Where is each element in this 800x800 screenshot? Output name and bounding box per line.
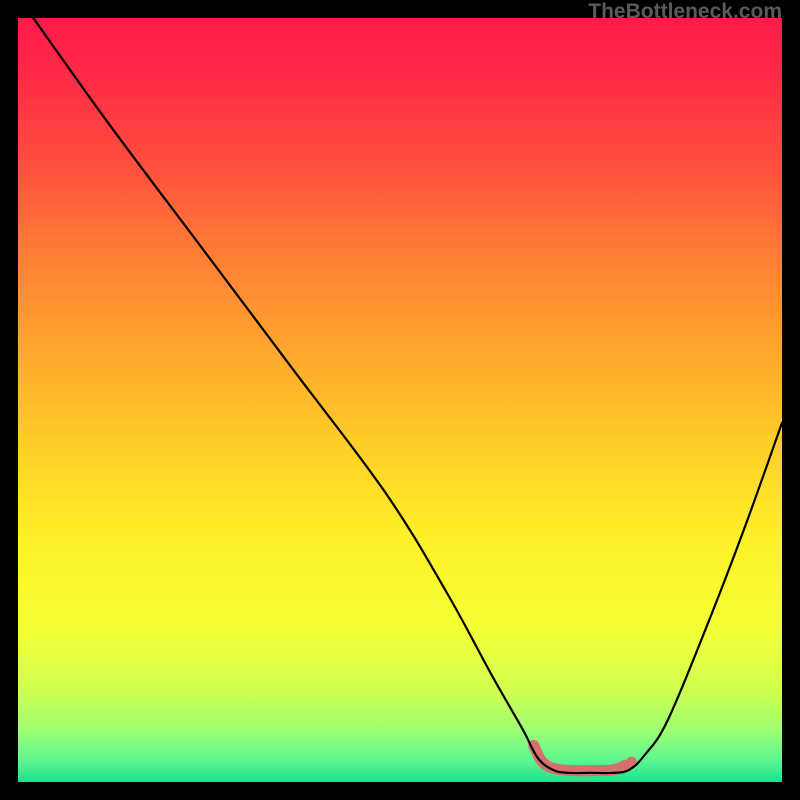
- bottleneck-curve: [33, 18, 782, 773]
- watermark-text: TheBottleneck.com: [588, 0, 782, 24]
- plot-area: [18, 18, 782, 782]
- chart-container: TheBottleneck.com: [0, 0, 800, 800]
- curve-layer: [18, 18, 782, 782]
